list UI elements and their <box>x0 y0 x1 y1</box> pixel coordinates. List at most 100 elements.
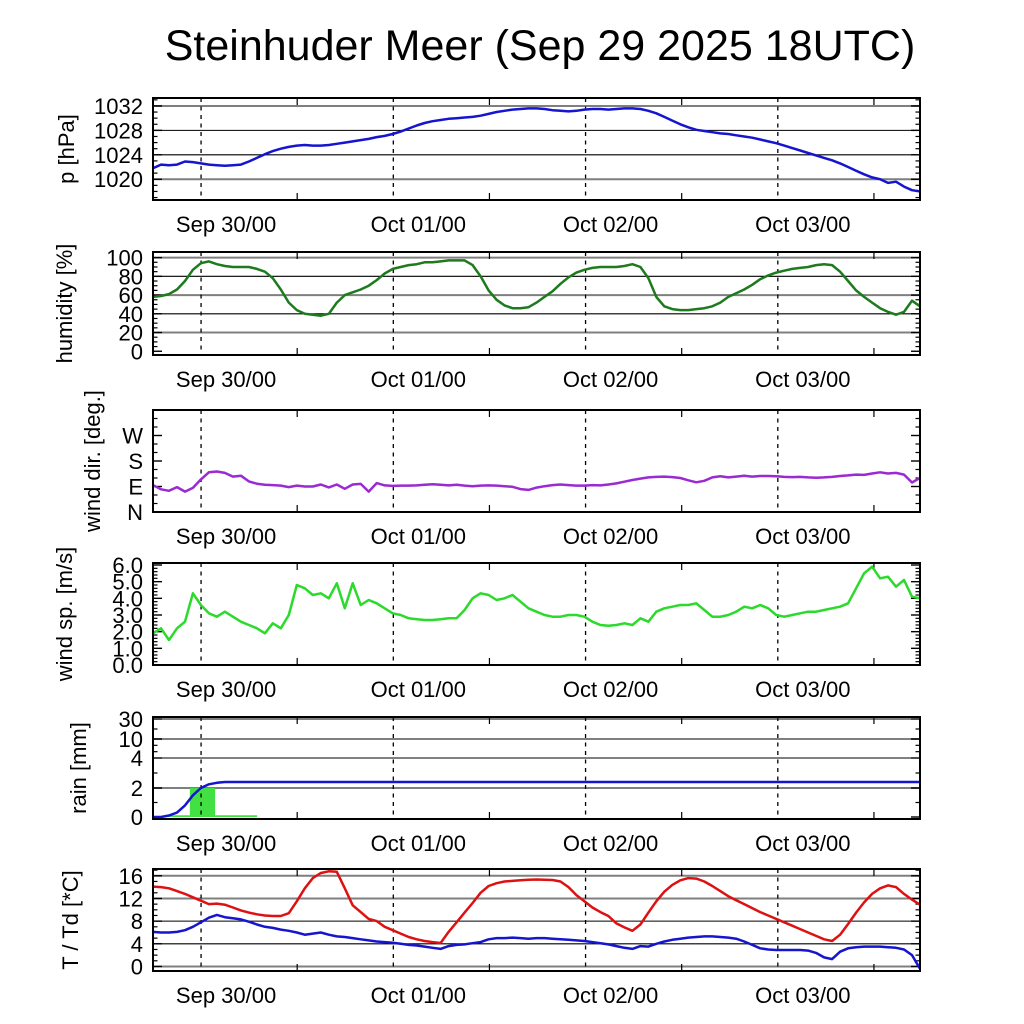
pressure-axis-title: p [hPa] <box>54 114 79 184</box>
pressure-ytick-label: 1020 <box>94 167 143 192</box>
wind-direction-xtick-label: Oct 01/00 <box>371 524 466 549</box>
temperature-ytick-label: 16 <box>119 864 143 889</box>
pressure-date-labels: Sep 30/00 Oct 01/00 Oct 02/00 Oct 03/00 <box>176 212 851 237</box>
humidity-xtick-label: Oct 01/00 <box>371 367 466 392</box>
rain-day-gridlines <box>200 717 875 819</box>
temperature-ytick-label: 12 <box>119 886 143 911</box>
wind-direction-date-labels: Sep 30/00 Oct 01/00 Oct 02/00 Oct 03/00 <box>176 524 851 549</box>
wind-speed-date-labels: Sep 30/00 Oct 01/00 Oct 02/00 Oct 03/00 <box>176 677 851 702</box>
humidity-line <box>153 259 920 317</box>
humidity-date-labels: Sep 30/00 Oct 01/00 Oct 02/00 Oct 03/00 <box>176 367 851 392</box>
wind-direction-xtick-label: Sep 30/00 <box>176 524 276 549</box>
wind-speed-line <box>153 565 920 642</box>
pressure-frame <box>152 97 921 201</box>
humidity-day-gridlines <box>200 252 875 355</box>
wind-direction-xtick-label: Oct 03/00 <box>755 524 850 549</box>
wind-speed-xtick-label: Oct 03/00 <box>755 677 850 702</box>
wind-speed-axis-ticks: 0.01.02.03.04.05.06.0 <box>112 553 920 678</box>
wind-direction-xtick-label: Oct 02/00 <box>563 524 658 549</box>
humidity-ytick-label: 0 <box>131 339 143 364</box>
wind-speed-xtick-label: Oct 01/00 <box>371 677 466 702</box>
rain-bar <box>189 788 216 817</box>
humidity-frame <box>152 251 921 356</box>
rain-bars <box>168 788 258 817</box>
rain-accumulated-line <box>153 780 920 819</box>
pressure-line <box>153 107 920 193</box>
wind-speed-day-gridlines <box>200 563 875 665</box>
wind-speed-ytick-label: 0.0 <box>112 653 143 678</box>
humidity-xtick-label: Sep 30/00 <box>176 367 276 392</box>
wind-direction-ytick-label: S <box>128 449 143 474</box>
pressure-xtick-label: Oct 03/00 <box>755 212 850 237</box>
rain-ytick-label: 4 <box>131 746 143 771</box>
temperature-xtick-label: Sep 30/00 <box>176 983 276 1008</box>
humidity-gridlines <box>153 256 920 334</box>
rain-xtick-label: Oct 01/00 <box>371 831 466 856</box>
pressure-gridlines <box>153 104 920 181</box>
humidity-ytick-label: 40 <box>119 302 143 327</box>
wind-direction-ytick-label: W <box>122 424 143 449</box>
wind-speed-xtick-label: Oct 02/00 <box>563 677 658 702</box>
rain-xtick-label: Sep 30/00 <box>176 831 276 856</box>
humidity-ytick-label: 80 <box>119 264 143 289</box>
wind-direction-ytick-label: N <box>127 500 143 525</box>
temperature-ytick-label: 0 <box>131 954 143 979</box>
temperature-ytick-label: 8 <box>131 909 143 934</box>
pressure-ytick-label: 1028 <box>94 118 143 143</box>
wind-speed-xtick-label: Sep 30/00 <box>176 677 276 702</box>
temperature-frame <box>152 868 921 972</box>
wind-speed-ytick-label: 2.0 <box>112 620 143 645</box>
pressure-xtick-label: Oct 01/00 <box>371 212 466 237</box>
temperature-axis-title: T / Td [*C] <box>58 870 83 969</box>
rain-ytick-label: 30 <box>119 707 143 732</box>
rain-ytick-label: 10 <box>119 727 143 752</box>
rain-bar <box>215 815 258 817</box>
rain-gridlines <box>153 718 920 789</box>
temperature-date-labels: Sep 30/00 Oct 01/00 Oct 02/00 Oct 03/00 <box>176 983 851 1008</box>
rain-frame <box>152 716 921 820</box>
wind-speed-ytick-label: 4.0 <box>112 586 143 611</box>
rain-ytick-label: 2 <box>131 776 143 801</box>
wind-speed-axis-title: wind sp. [m/s] <box>52 547 77 682</box>
rain-xtick-label: Oct 03/00 <box>755 831 850 856</box>
wind-direction-frame <box>152 409 921 513</box>
humidity-ytick-label: 20 <box>119 321 143 346</box>
wind-dir-line <box>153 470 920 493</box>
pressure-ytick-label: 1024 <box>94 143 143 168</box>
humidity-xtick-label: Oct 03/00 <box>755 367 850 392</box>
rain-axis-title: rain [mm] <box>66 722 91 814</box>
pressure-xtick-label: Sep 30/00 <box>176 212 276 237</box>
temperature-line <box>153 870 920 945</box>
wind-direction-ytick-label: E <box>128 475 143 500</box>
temperature-xtick-label: Oct 03/00 <box>755 983 850 1008</box>
dewpoint-line <box>153 913 920 970</box>
rain-date-labels: Sep 30/00 Oct 01/00 Oct 02/00 Oct 03/00 <box>176 831 851 856</box>
temperature-xtick-label: Oct 01/00 <box>371 983 466 1008</box>
temperature-ytick-label: 4 <box>131 932 143 957</box>
wind-speed-ytick-label: 3.0 <box>112 603 143 628</box>
rain-xtick-label: Oct 02/00 <box>563 831 658 856</box>
figure-title: Steinhuder Meer (Sep 29 2025 18UTC) <box>164 22 916 70</box>
wind-speed-frame <box>152 562 921 666</box>
rain-bar <box>168 815 190 817</box>
pressure-day-gridlines <box>200 98 875 200</box>
temperature-gridlines <box>153 874 920 968</box>
temperature-xtick-label: Oct 02/00 <box>563 983 658 1008</box>
wind-speed-ytick-label: 5.0 <box>112 570 143 595</box>
pressure-ytick-label: 1032 <box>94 94 143 119</box>
humidity-xtick-label: Oct 02/00 <box>563 367 658 392</box>
wind-speed-ytick-label: 1.0 <box>112 636 143 661</box>
humidity-axis-title: humidity [%] <box>52 244 77 364</box>
rain-ytick-label: 0 <box>131 805 143 830</box>
